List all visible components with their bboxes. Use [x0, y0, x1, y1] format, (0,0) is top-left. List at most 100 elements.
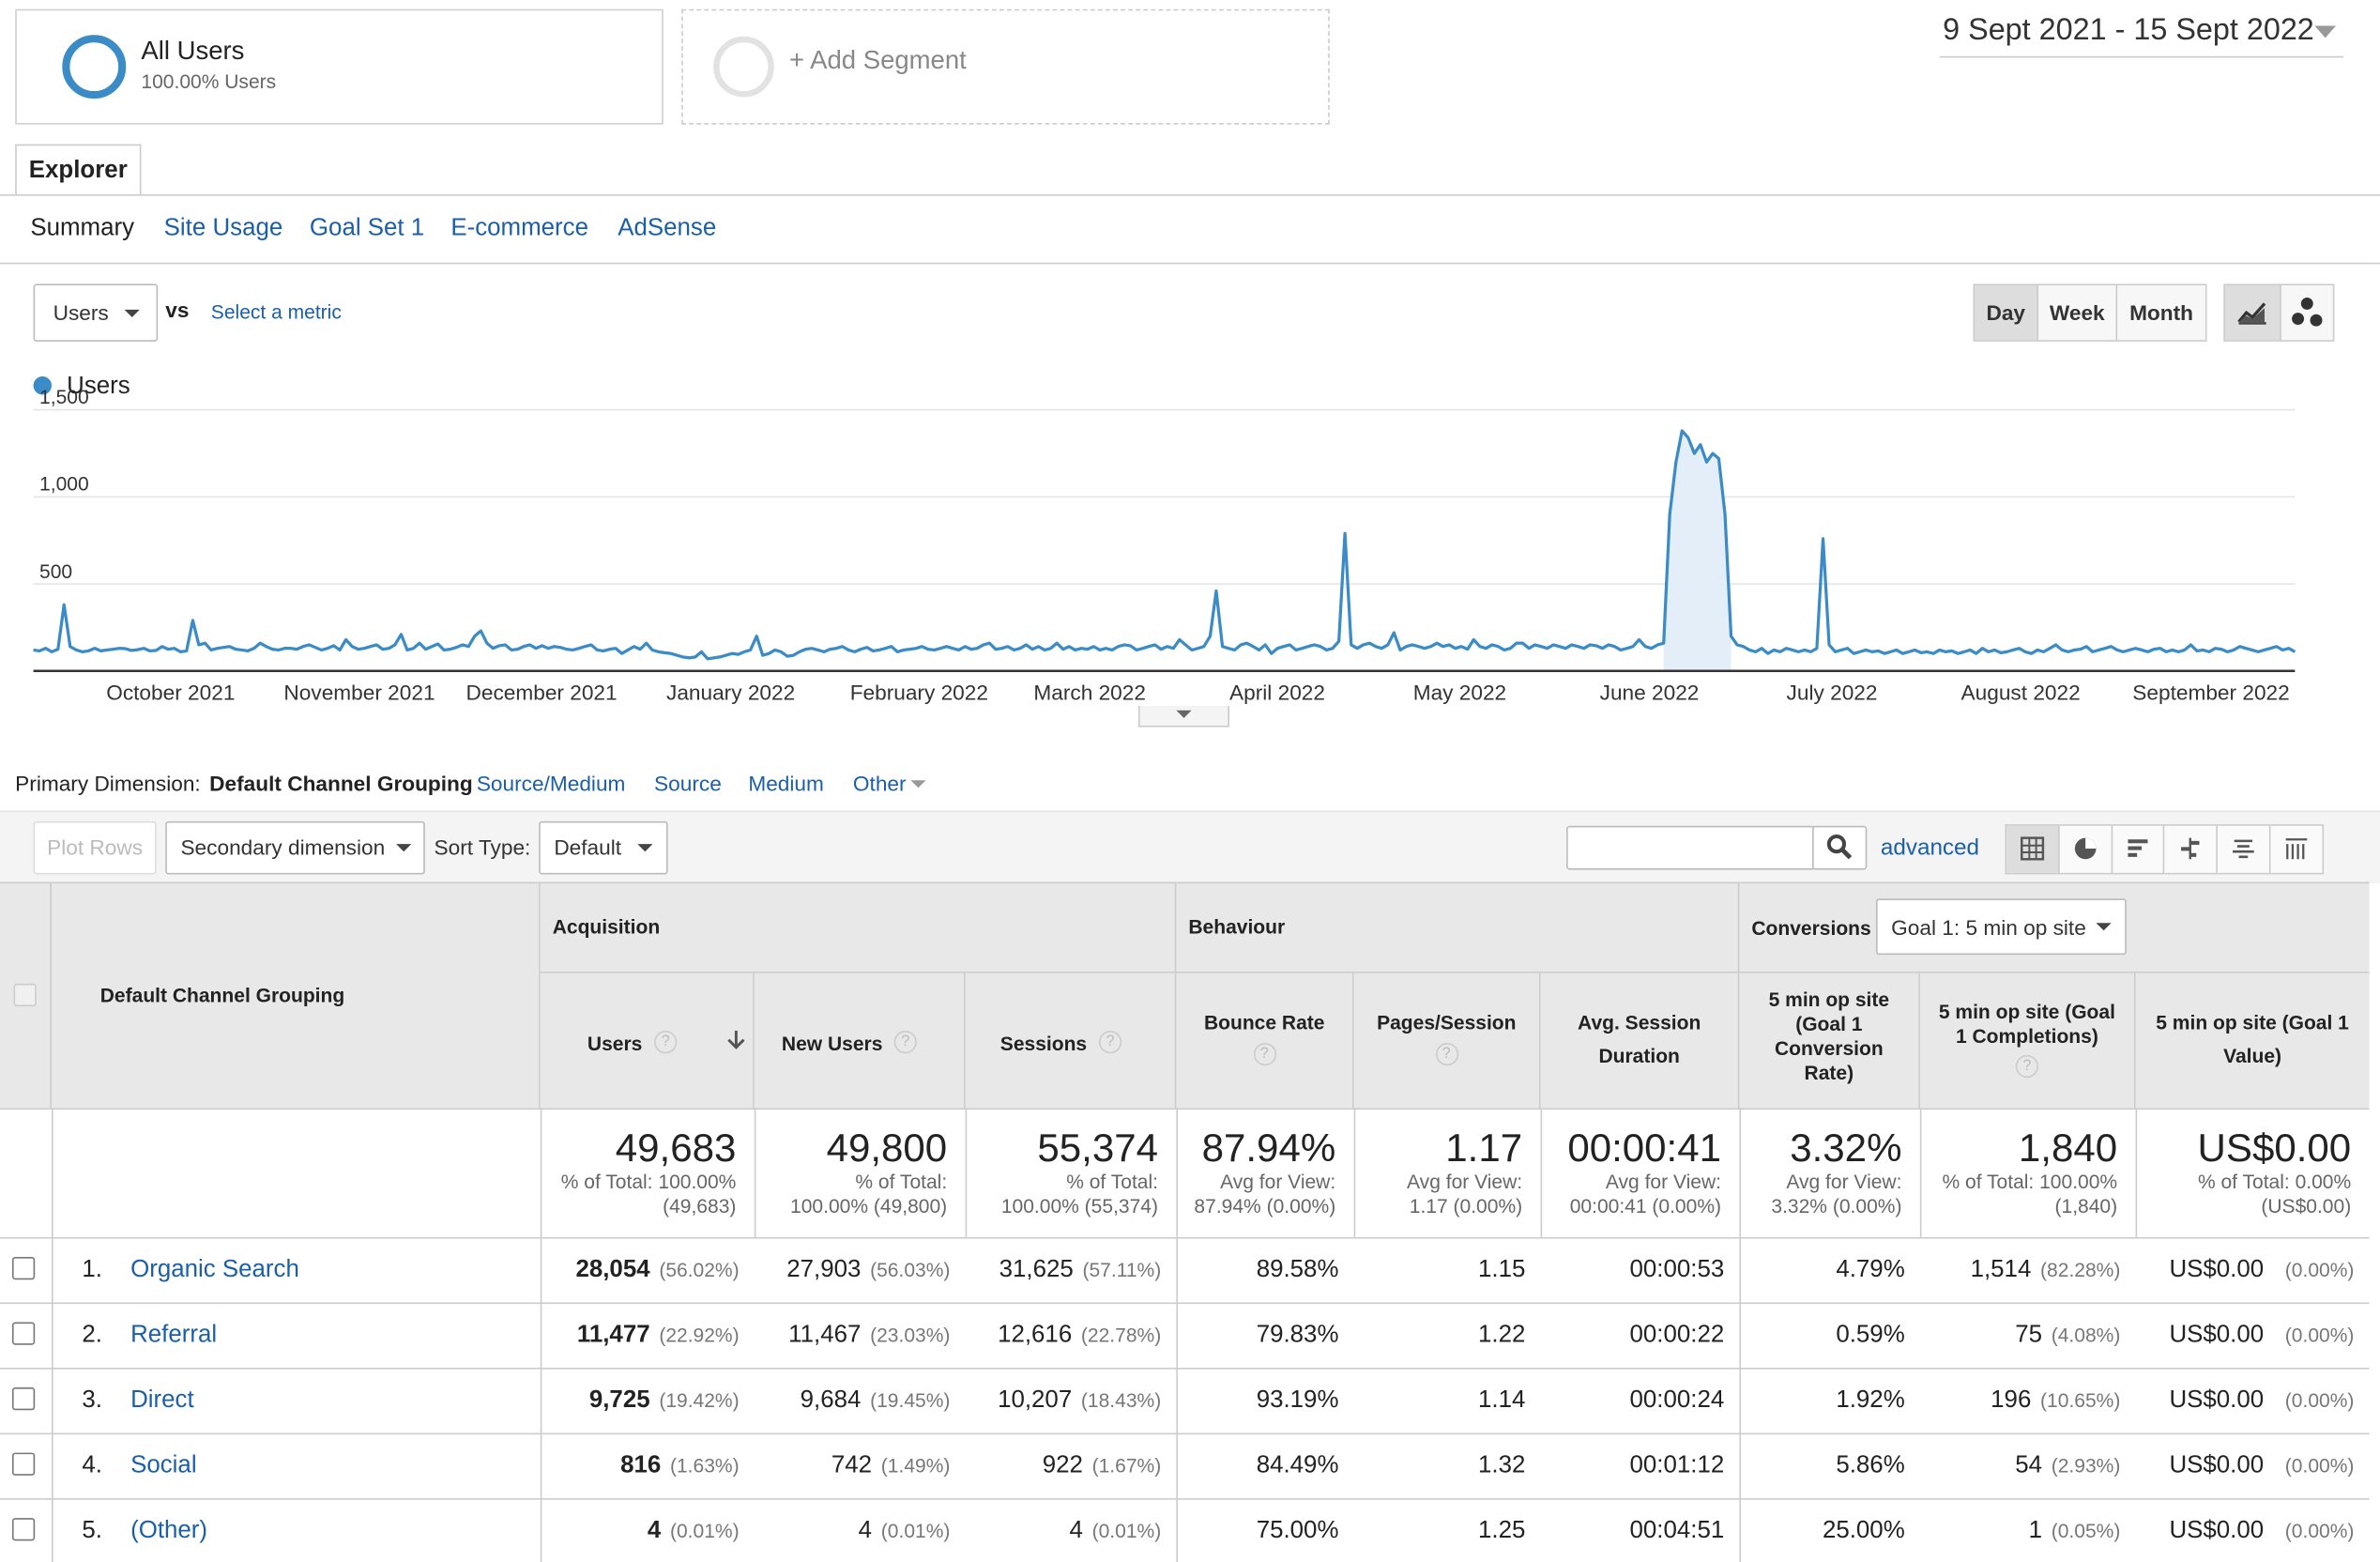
- column-header-avg-session-duration[interactable]: Avg. Session Duration: [1540, 971, 1740, 1109]
- performance-view-button[interactable]: [2113, 825, 2166, 873]
- help-icon[interactable]: ?: [654, 1031, 678, 1054]
- pivot-view-button[interactable]: [2271, 826, 2323, 873]
- subtab-adsense[interactable]: AdSense: [618, 215, 717, 242]
- chart-collapse-handle[interactable]: [1137, 705, 1230, 727]
- cell-percentage: (1.67%): [1091, 1454, 1162, 1478]
- chevron-down-icon[interactable]: [2314, 25, 2337, 38]
- help-icon[interactable]: ?: [1253, 1042, 1276, 1066]
- segment-title: All Users: [141, 36, 245, 66]
- subtab-ecommerce[interactable]: E-commerce: [450, 215, 589, 242]
- row-channel-link[interactable]: (Other): [130, 1518, 208, 1544]
- subtab-summary[interactable]: Summary: [30, 215, 135, 242]
- pivot-table-icon: [2285, 838, 2308, 860]
- help-icon[interactable]: ?: [2015, 1054, 2039, 1079]
- table-column-divider: [540, 1108, 542, 1562]
- dimension-source-medium[interactable]: Source/Medium: [476, 771, 626, 796]
- advanced-filter-link[interactable]: advanced: [1880, 835, 1980, 861]
- help-icon[interactable]: ?: [1435, 1042, 1458, 1066]
- add-segment-button[interactable]: + Add Segment: [681, 8, 1330, 125]
- row-channel-link[interactable]: Direct: [130, 1387, 194, 1414]
- dimension-other[interactable]: Other: [852, 771, 907, 796]
- data-table-view-button[interactable]: [2006, 825, 2060, 873]
- column-header-goal-conversion-rate[interactable]: 5 min op site (Goal 1 Conversion Rate): [1739, 971, 1920, 1109]
- line-chart-button[interactable]: [2224, 285, 2281, 341]
- tab-explorer[interactable]: Explorer: [15, 144, 142, 196]
- search-button[interactable]: [1812, 825, 1868, 870]
- total-subtext: Avg for View:: [1407, 1170, 1523, 1194]
- cell-percentage: (4.08%): [2051, 1324, 2121, 1347]
- column-header-goal-completions[interactable]: 5 min op site (Goal 1 Completions) ?: [1919, 971, 2136, 1109]
- cell-sessions: 922 (1.67%): [966, 1453, 1162, 1480]
- row-channel-link[interactable]: Referral: [130, 1322, 218, 1348]
- cell-value: 00:00:22: [1629, 1322, 1725, 1348]
- row-channel-link[interactable]: Social: [130, 1452, 197, 1479]
- row-checkbox[interactable]: [11, 1452, 36, 1476]
- row-checkbox[interactable]: [11, 1387, 36, 1411]
- table-column-divider: [2135, 1108, 2138, 1237]
- day-button[interactable]: Day: [1975, 285, 2039, 341]
- row-checkbox[interactable]: [11, 1322, 36, 1345]
- column-header-goal-value[interactable]: 5 min op site (Goal 1 Value): [2135, 971, 2370, 1109]
- column-header-pages-session[interactable]: Pages/Session ?: [1353, 971, 1541, 1109]
- table-column-divider: [965, 1108, 968, 1237]
- column-header-users[interactable]: Users ?: [540, 971, 755, 1109]
- chevron-down-icon: [1176, 710, 1192, 718]
- segment-all-users[interactable]: All Users 100.00% Users: [15, 8, 664, 125]
- select-metric-link[interactable]: Select a metric: [210, 300, 342, 324]
- chevron-down-icon: [396, 844, 412, 852]
- goal-select[interactable]: Goal 1: 5 min op site: [1875, 898, 2127, 956]
- subtab-divider: [0, 262, 2380, 265]
- bubble-chart-icon: [2292, 297, 2323, 327]
- subtab-site-usage[interactable]: Site Usage: [163, 215, 283, 242]
- date-range-picker[interactable]: 9 Sept 2021 - 15 Sept 2022: [1943, 13, 2314, 48]
- sort-descending-arrow-icon[interactable]: [727, 1029, 745, 1050]
- x-tick-label: September 2022: [2132, 680, 2290, 705]
- plot-rows-button[interactable]: Plot Rows: [33, 820, 157, 875]
- week-button[interactable]: Week: [2038, 285, 2118, 341]
- cell-percentage: (0.01%): [669, 1519, 740, 1542]
- cell-value: 1.15: [1478, 1256, 1526, 1283]
- primary-dimension-current: Default Channel Grouping: [209, 771, 473, 796]
- row-number: 4.: [82, 1452, 102, 1479]
- dimension-medium[interactable]: Medium: [748, 771, 824, 796]
- secondary-dimension-select[interactable]: Secondary dimension: [165, 820, 425, 875]
- x-tick-label: December 2021: [465, 680, 618, 705]
- motion-chart-button[interactable]: [2281, 285, 2333, 340]
- column-header-new-users[interactable]: New Users ?: [754, 971, 966, 1109]
- acquisition-label: Acquisition: [552, 915, 661, 939]
- select-all-checkbox[interactable]: [13, 983, 37, 1007]
- cell-value: 75: [2015, 1322, 2043, 1348]
- comparison-view-button[interactable]: [2165, 825, 2219, 873]
- behaviour-label: Behaviour: [1188, 915, 1286, 939]
- metric-select-value: Users: [53, 300, 109, 326]
- cell-duration: 00:00:24: [1541, 1387, 1725, 1415]
- subtab-goal-set-1[interactable]: Goal Set 1: [309, 215, 425, 242]
- help-icon[interactable]: ?: [893, 1031, 917, 1054]
- chevron-down-icon[interactable]: [910, 780, 926, 789]
- table-search-input[interactable]: [1566, 825, 1816, 870]
- term-cloud-view-button[interactable]: [2218, 825, 2271, 873]
- cell-users: 4 (0.01%): [541, 1518, 740, 1545]
- row-checkbox[interactable]: [11, 1256, 36, 1280]
- cell-value: 9,684: [800, 1387, 862, 1414]
- help-icon[interactable]: ?: [1098, 1031, 1122, 1054]
- column-header-bounce-rate[interactable]: Bounce Rate ?: [1176, 971, 1354, 1109]
- cell-percentage: (0.01%): [880, 1519, 951, 1542]
- column-header-sessions[interactable]: Sessions ?: [965, 971, 1177, 1109]
- table-row-divider: [0, 1236, 2370, 1239]
- month-button[interactable]: Month: [2129, 300, 2193, 326]
- pie-chart-icon: [2074, 837, 2097, 860]
- x-tick-label: April 2022: [1229, 680, 1325, 705]
- column-label-avg-session-duration: Avg. Session Duration: [1578, 1010, 1701, 1067]
- metric-select[interactable]: Users: [33, 283, 159, 342]
- dimension-header[interactable]: Default Channel Grouping: [99, 983, 345, 1007]
- row-channel-link[interactable]: Organic Search: [130, 1256, 299, 1283]
- pie-view-button[interactable]: [2059, 825, 2113, 873]
- dimension-source[interactable]: Source: [654, 771, 722, 796]
- row-checkbox[interactable]: [11, 1518, 36, 1541]
- cell-percentage: (2.93%): [2051, 1454, 2121, 1478]
- sort-type-select[interactable]: Default: [539, 820, 668, 875]
- vs-label: vs: [165, 297, 190, 322]
- cell-percentage: (22.78%): [1080, 1324, 1162, 1347]
- conversions-label: Conversions: [1751, 916, 1871, 940]
